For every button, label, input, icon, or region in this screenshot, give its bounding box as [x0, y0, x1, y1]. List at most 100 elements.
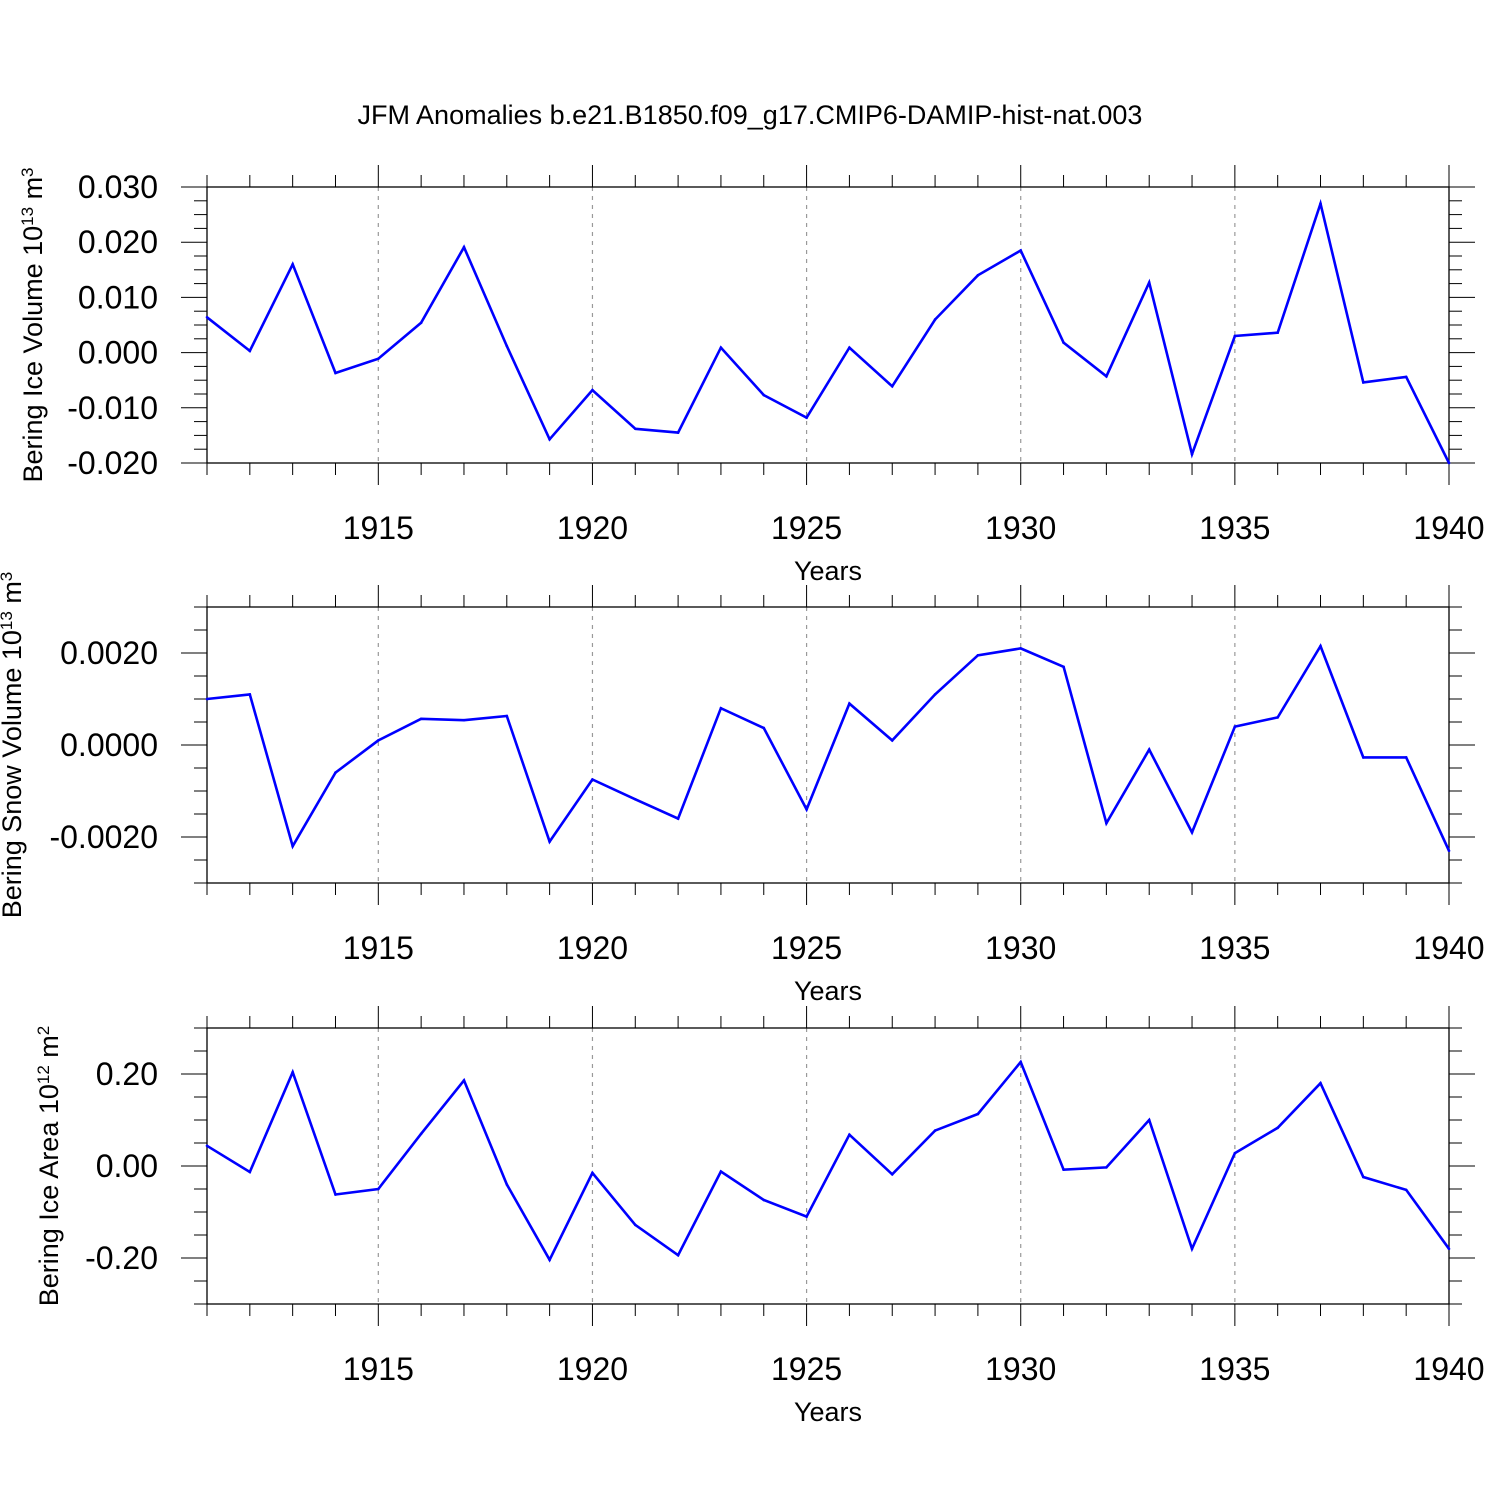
x-axis-label: Years: [794, 556, 862, 586]
data-point: [505, 344, 509, 348]
data-point: [1062, 341, 1065, 344]
data-point: [419, 321, 423, 325]
data-point: [1190, 831, 1194, 834]
x-tick-label: 1930: [985, 1351, 1056, 1387]
data-point: [334, 771, 337, 774]
data-point: [848, 346, 851, 349]
data-point: [676, 817, 680, 820]
data-line: [206, 643, 1451, 852]
data-point: [1447, 1247, 1451, 1251]
data-point: [377, 357, 380, 360]
y-tick-label: 0.010: [78, 279, 158, 315]
panel-2: -0.0020 0.0000 0.0020 1915 1920 1925 1930 1935 1…: [0, 572, 1485, 1006]
x-tick-label: 1940: [1413, 1351, 1484, 1387]
data-point: [762, 726, 766, 730]
x-tick-label: 1925: [771, 930, 842, 966]
data-point: [1105, 1166, 1108, 1169]
data-point: [719, 1170, 723, 1173]
data-point: [890, 739, 894, 742]
data-point: [1147, 281, 1151, 284]
data-point: [633, 797, 637, 801]
data-point: [1276, 1126, 1279, 1130]
data-point: [933, 318, 937, 321]
y-tick-label: -0.010: [67, 390, 158, 426]
data-point: [205, 1144, 209, 1148]
data-point: [676, 1253, 680, 1257]
y-tick-label: -0.0020: [49, 819, 158, 855]
data-point: [1319, 1081, 1322, 1085]
x-tick-label: 1925: [771, 510, 842, 546]
x-tick-label: 1935: [1199, 510, 1270, 546]
x-tick-label: 1935: [1199, 1351, 1270, 1387]
x-tick-label: 1930: [985, 510, 1056, 546]
data-point: [933, 693, 937, 696]
data-point: [291, 262, 294, 266]
data-point: [1362, 381, 1365, 384]
data-point: [633, 427, 637, 431]
data-point: [291, 844, 294, 848]
data-point: [719, 706, 723, 710]
data-point: [976, 1112, 980, 1116]
data-point: [334, 1193, 337, 1196]
x-tick-label: 1920: [557, 930, 628, 966]
data-point: [1233, 725, 1237, 728]
data-point: [548, 437, 551, 441]
x-axis-label: Years: [794, 976, 862, 1006]
x-tick-label: 1940: [1413, 930, 1484, 966]
data-point: [762, 393, 766, 397]
x-tick-label: 1920: [557, 510, 628, 546]
data-point: [1105, 375, 1108, 378]
data-point: [548, 840, 551, 843]
data-point: [1190, 1247, 1194, 1251]
data-point: [976, 654, 980, 657]
data-point: [462, 718, 466, 722]
data-point: [890, 384, 894, 388]
y-tick-label: 0.0000: [60, 727, 158, 763]
data-point: [1062, 1168, 1065, 1171]
data-point: [248, 693, 252, 696]
data-point: [1062, 665, 1065, 669]
data-point: [719, 346, 723, 349]
panels: -0.020 -0.010 0.000 0.010 0.020 0.030 1915 1920…: [0, 165, 1485, 1427]
data-point: [548, 1258, 551, 1262]
x-axis-label: Years: [794, 1397, 862, 1427]
data-point: [1404, 756, 1408, 759]
y-tick-label: -0.020: [67, 445, 158, 481]
plot-frame: [206, 186, 1450, 464]
data-point: [591, 388, 594, 392]
x-tick-label: 1915: [343, 930, 414, 966]
data-point: [291, 1070, 294, 1074]
data-point: [1276, 331, 1279, 335]
data-point: [1319, 644, 1322, 648]
data-point: [591, 1171, 594, 1175]
data-point: [462, 245, 466, 249]
y-tick-label: 0.020: [78, 224, 158, 260]
y-tick-label: 0.000: [78, 335, 158, 371]
data-line: [206, 1059, 1451, 1263]
data-point: [1019, 647, 1023, 650]
data-point: [1147, 1118, 1151, 1122]
panel-1: -0.020 -0.010 0.000 0.010 0.020 0.030 1915 1920…: [18, 165, 1485, 586]
y-tick-label: 0.20: [96, 1056, 158, 1092]
data-point: [805, 808, 808, 811]
data-point: [462, 1079, 466, 1082]
data-line: [206, 198, 1451, 464]
data-point: [1447, 461, 1451, 465]
data-point: [1319, 202, 1322, 205]
data-point: [1233, 334, 1237, 338]
data-point: [976, 274, 980, 277]
x-tick-label: 1930: [985, 930, 1056, 966]
x-tick-label: 1940: [1413, 510, 1484, 546]
data-point: [805, 1215, 808, 1218]
data-point: [505, 714, 509, 718]
y-tick-label: -0.20: [85, 1240, 158, 1276]
data-point: [377, 739, 380, 742]
plot-frame: [206, 1027, 1450, 1305]
data-point: [419, 717, 423, 721]
plot-frame: [206, 606, 1450, 884]
data-point: [505, 1183, 509, 1186]
chart-title: JFM Anomalies b.e21.B1850.f09_g17.CMIP6-…: [358, 100, 1143, 130]
data-point: [1276, 716, 1279, 719]
data-point: [1019, 249, 1023, 252]
